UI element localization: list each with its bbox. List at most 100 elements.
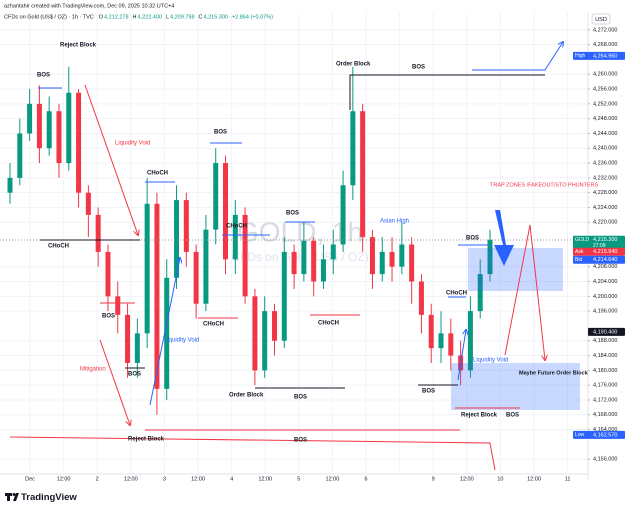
candle-body — [134, 333, 140, 363]
candle-body — [125, 314, 131, 363]
candle-body — [223, 163, 229, 260]
ohlc-change: +2.864 (+0.07%) — [232, 14, 273, 20]
candle-body — [477, 274, 483, 312]
annotation: BOS — [214, 130, 227, 136]
candle-body — [271, 311, 277, 341]
candle-body — [438, 333, 444, 349]
ohlc-value: 4,222.400 — [138, 14, 162, 20]
candles — [7, 66, 493, 415]
grid — [0, 12, 588, 474]
y-tick-label: 4,272.000 — [593, 27, 617, 33]
ohlc-label: L — [166, 14, 169, 20]
candle-body — [281, 251, 287, 341]
y-tick-label: 4,156.000 — [593, 457, 617, 463]
candle-body — [448, 333, 454, 356]
candle-body — [27, 103, 33, 134]
x-tick-label: Dec — [25, 476, 35, 482]
y-tick-label: 4,184.000 — [593, 353, 617, 359]
price-label-box — [573, 235, 625, 249]
y-tick-label: 4,188.000 — [593, 338, 617, 344]
y-tick-label: 4,220.000 — [593, 220, 617, 226]
candle-body — [232, 214, 238, 260]
annotation: BOS — [422, 389, 435, 395]
price-label: 4,215.300 — [593, 237, 617, 243]
annotation: Order Block — [229, 393, 264, 399]
x-tick-label: 2 — [96, 476, 99, 482]
ohlc-value: 4,212.278 — [104, 14, 128, 20]
annotation: Maybe Future Order Block — [519, 370, 589, 376]
annotation: CHoCH — [48, 244, 69, 250]
price-label-box — [573, 247, 625, 256]
drawings — [0, 42, 588, 471]
candle-body — [369, 237, 375, 275]
annotation: BOS — [466, 236, 479, 242]
candle-body — [320, 259, 326, 282]
y-tick-label: 4,204.000 — [593, 279, 617, 285]
instrument: CFDs on Gold (US$ / OZ) · 1h · TVC — [4, 14, 94, 20]
candle-body — [85, 192, 91, 215]
x-tick-label: 12:00 — [258, 476, 272, 482]
candle-body — [409, 244, 415, 282]
annotation: BOS — [412, 65, 425, 71]
y-tick-label: 4,180.000 — [593, 368, 617, 374]
candle-body — [95, 214, 101, 252]
ohlc-label: O — [99, 14, 104, 20]
x-tick-label: 10 — [497, 476, 503, 482]
candle-body — [7, 177, 13, 193]
brand: TradingView — [21, 492, 77, 503]
watermark-sub: CFDs on Gold (US$ / OZ) — [231, 250, 368, 264]
y-tick-label: 4,244.000 — [593, 131, 617, 137]
candle-body — [193, 251, 199, 304]
candle-body — [330, 244, 336, 260]
annotation: CHoCH — [203, 322, 224, 328]
ohlc-label: H — [133, 14, 137, 20]
candle-body — [66, 92, 72, 164]
candle-body — [360, 111, 366, 238]
annotation: Reject Block — [60, 43, 97, 49]
candle-body — [56, 111, 62, 164]
annotation: BOS — [128, 372, 141, 378]
ohlc-value: 4,209.798 — [170, 14, 194, 20]
x-tick-label: 12:00 — [527, 476, 541, 482]
price-label-name: GOLD — [575, 237, 590, 243]
price-label-name: Bid — [575, 257, 582, 263]
y-tick-label: 4,232.000 — [593, 175, 617, 181]
y-tick-label: 4,200.000 — [593, 294, 617, 300]
y-tick-label: 4,168.000 — [593, 412, 617, 418]
currency[interactable]: USD — [595, 17, 607, 23]
x-tick-label: 12:00 — [124, 476, 138, 482]
annotation: Liquidity Void — [473, 358, 508, 364]
price-label: 4,215.940 — [593, 249, 617, 255]
candle-body — [105, 251, 111, 297]
y-tick-label: 4,172.000 — [593, 397, 617, 403]
ohlc-value: 4,215.300 — [203, 14, 227, 20]
candle-body — [350, 111, 356, 186]
price-label: 4,264.960 — [593, 53, 617, 59]
y-tick-label: 4,164.000 — [593, 427, 617, 433]
y-tick-label: 4,224.000 — [593, 205, 617, 211]
currency-box[interactable] — [591, 13, 611, 25]
candle-body — [164, 277, 170, 389]
x-tick-label: 3 — [163, 476, 166, 482]
candle-body — [428, 314, 434, 349]
candle-body — [174, 200, 180, 278]
price-label-box — [573, 255, 625, 264]
candle-body — [467, 311, 473, 371]
ohlc-label: C — [199, 14, 203, 20]
x-tick-label: 12:00 — [191, 476, 205, 482]
candle-body — [389, 251, 395, 267]
y-tick-label: 4,236.000 — [593, 161, 617, 167]
x-tick-label: 5 — [297, 476, 300, 482]
candle-body — [242, 214, 248, 297]
annotation: Reject Block — [128, 437, 165, 443]
price-label: 4,214.640 — [593, 257, 617, 263]
price-label-name: Low — [575, 432, 585, 438]
x-tick-label: 6 — [364, 476, 367, 482]
candle-body — [399, 244, 405, 267]
x-tick-label: 11 — [565, 476, 571, 482]
y-tick-label: 4,260.000 — [593, 72, 617, 78]
x-tick-label: 12:00 — [460, 476, 474, 482]
annotation: Reject Block — [461, 413, 498, 419]
